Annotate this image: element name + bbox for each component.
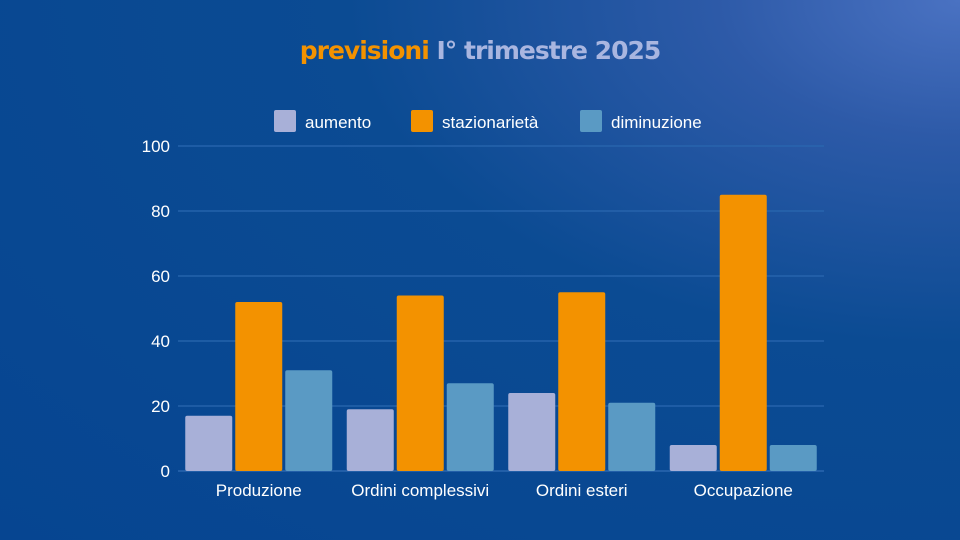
x-tick-label: Occupazione	[694, 481, 793, 500]
x-tick-label: Ordini esteri	[536, 481, 628, 500]
chart-title: previsioni I° trimestre 2025	[0, 36, 960, 65]
legend-label: aumento	[305, 113, 371, 132]
y-tick-label: 0	[161, 462, 170, 481]
y-tick-label: 100	[142, 137, 170, 156]
bar-diminuzione	[285, 370, 333, 471]
bar-stazionariet	[719, 194, 767, 471]
x-tick-label: Ordini complessivi	[351, 481, 489, 500]
bar-stazionariet	[235, 302, 283, 471]
y-tick-label: 80	[151, 202, 170, 221]
bar-stazionariet	[396, 295, 444, 471]
bar-aumento	[669, 445, 717, 471]
legend-swatch	[411, 110, 433, 132]
bar-aumento	[185, 415, 233, 471]
chart-title-highlight: previsioni	[299, 36, 430, 65]
bar-diminuzione	[446, 383, 494, 471]
bar-aumento	[346, 409, 394, 471]
legend-swatch	[274, 110, 296, 132]
legend-swatch	[580, 110, 602, 132]
y-tick-label: 40	[151, 332, 170, 351]
bar-stazionariet	[558, 292, 606, 471]
x-tick-label: Produzione	[216, 481, 302, 500]
y-tick-label: 20	[151, 397, 170, 416]
bar-aumento	[508, 393, 556, 471]
y-tick-label: 60	[151, 267, 170, 286]
legend-label: diminuzione	[611, 113, 702, 132]
chart-title-rest: I° trimestre 2025	[436, 36, 662, 65]
legend-label: stazionarietà	[442, 113, 539, 132]
bar-diminuzione	[608, 402, 656, 471]
bar-diminuzione	[769, 445, 817, 471]
